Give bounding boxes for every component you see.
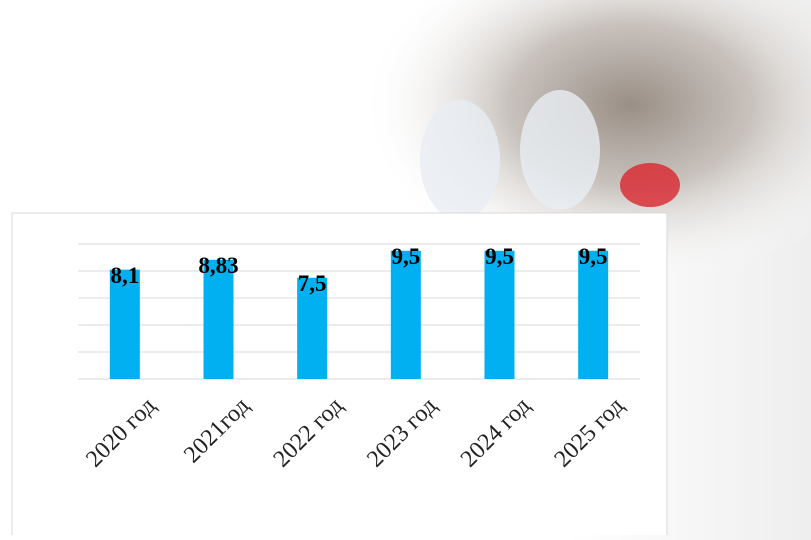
bar (391, 251, 421, 379)
data-label: 8,1 (110, 263, 139, 288)
photo-figure (620, 163, 680, 207)
page: {"chart_data": {"type": "bar", "categori… (0, 0, 811, 535)
bar (578, 251, 608, 379)
slide: 8,12020 год8,832021год7,52022 год9,52023… (0, 0, 811, 535)
data-label: 9,5 (579, 244, 608, 269)
photo-figure (520, 90, 600, 210)
bar (485, 251, 515, 379)
data-label: 9,5 (391, 244, 420, 269)
data-label: 9,5 (485, 244, 514, 269)
photo-figure (420, 100, 500, 220)
data-label: 8,83 (198, 253, 238, 278)
data-label: 7,5 (298, 271, 327, 296)
